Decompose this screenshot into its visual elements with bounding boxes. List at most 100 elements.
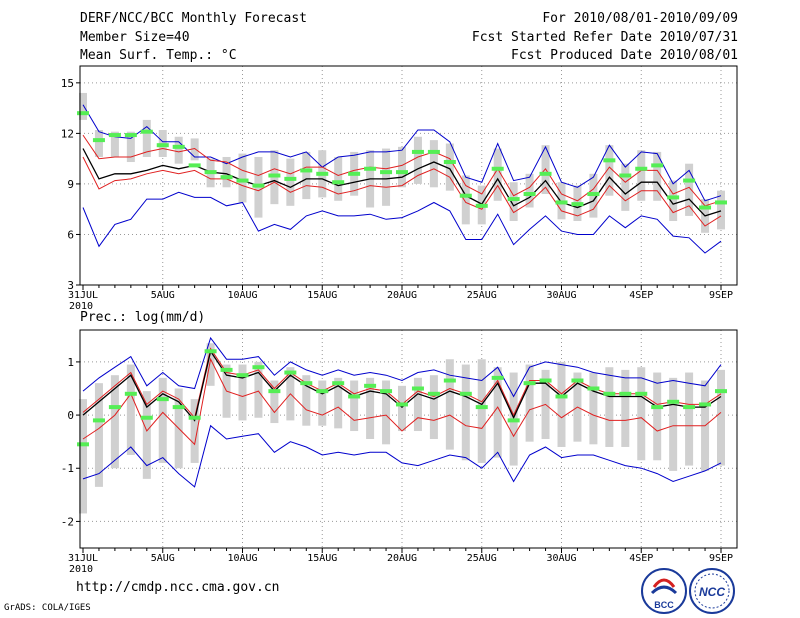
temp-spread-box: [94, 130, 103, 157]
precip-inner-lower-line: [82, 357, 722, 446]
precip-ytick-label: 0: [67, 409, 74, 422]
precip-spread-box: [238, 364, 247, 421]
precip-frame: [79, 329, 738, 549]
forecast-period: For 2010/08/01-2010/09/09: [542, 11, 738, 26]
temp-observed-marker: [348, 171, 361, 176]
precip-observed-marker: [348, 394, 361, 399]
fcst-started-date: Fcst Started Refer Date 2010/07/31: [471, 30, 738, 45]
footer-url[interactable]: http://cmdp.ncc.cma.gov.cn: [76, 580, 280, 595]
temp-observed-marker: [364, 166, 377, 171]
precip-observed-marker: [268, 389, 281, 394]
precip-spread-box: [254, 361, 263, 418]
precip-observed-marker: [635, 391, 648, 396]
precip-spread-box: [350, 380, 359, 432]
temp-spread-box: [398, 146, 406, 188]
temp-spread-box: [142, 119, 151, 157]
temp-spread-box: [717, 190, 725, 230]
precip-spread-box: [557, 361, 566, 447]
precip-observed-marker: [603, 391, 616, 396]
temp-spread-box: [685, 163, 694, 216]
precip-ensemble-mean-line: [82, 349, 722, 422]
temp-observed-marker: [635, 166, 648, 171]
precip-spread-box: [685, 372, 694, 466]
temp-xtick-label: 31JUL: [68, 290, 98, 301]
precip-spread-box: [477, 359, 486, 463]
temp-spread-box: [174, 136, 183, 164]
precip-xtick-label: 4SEP: [629, 553, 653, 564]
temp-spread-box: [445, 143, 454, 191]
precip-observed-marker: [443, 378, 456, 383]
precip-spread-box: [206, 343, 215, 386]
precip-spread-box: [445, 359, 454, 450]
temp-ytick-label: 15: [61, 77, 74, 90]
precip-observed-marker: [411, 386, 424, 391]
temp-ytick-label: 12: [61, 127, 74, 140]
temp-observed-marker: [459, 193, 472, 198]
precip-spread-box: [110, 375, 119, 469]
temp-spread-box: [461, 175, 470, 225]
temp-observed-marker: [699, 205, 712, 210]
temp-spread-box: [525, 173, 534, 208]
precip-observed-marker: [715, 389, 727, 394]
precip-spread-box: [589, 372, 598, 445]
ncc-logo-text: NCC: [699, 585, 725, 599]
precip-year-label: 2010: [69, 564, 93, 575]
precip-label: Prec.: log(mm/d): [80, 310, 206, 325]
precip-spread-box: [493, 367, 502, 458]
temp-spread-box: [509, 182, 518, 221]
precip-ytick-label: -1: [61, 462, 74, 475]
temp-observed-marker: [316, 171, 329, 176]
temp-observed-marker: [124, 133, 137, 138]
temp-observed-marker: [300, 168, 313, 173]
precip-spread-box: [126, 364, 135, 455]
temp-observed-marker: [427, 149, 440, 154]
precip-spread-box: [637, 367, 646, 461]
precip-observed-marker: [507, 418, 520, 423]
temp-observed-marker: [140, 129, 153, 134]
temp-observed-marker: [683, 178, 696, 183]
precip-spread-box: [270, 380, 279, 424]
precip-spread-box: [429, 375, 438, 439]
precip-observed-marker: [571, 378, 584, 383]
temp-observed-marker: [555, 200, 568, 205]
temp-observed-marker: [268, 173, 281, 178]
temp-spread-box: [79, 92, 87, 120]
temp-observed-marker: [220, 175, 233, 180]
precip-observed-marker: [172, 405, 185, 410]
temp-spread-box: [429, 140, 438, 188]
precip-observed-marker: [396, 402, 408, 407]
precip-spread-box: [318, 380, 327, 426]
precip-spread-box: [94, 383, 103, 487]
temp-spread-box: [653, 151, 662, 201]
temp-ytick-label: 3: [67, 279, 74, 292]
precip-observed-marker: [427, 391, 440, 396]
variable-label: Mean Surf. Temp.: °C: [80, 48, 237, 63]
temp-observed-marker: [284, 176, 297, 181]
temp-xtick-label: 4SEP: [629, 290, 653, 301]
temp-spread-box: [605, 145, 614, 196]
precip-observed-marker: [587, 386, 600, 391]
precip-observed-marker: [459, 391, 472, 396]
temp-spread-box: [493, 148, 502, 201]
temp-xtick-label: 9SEP: [709, 290, 733, 301]
temp-observed-marker: [92, 138, 105, 143]
precip-spread-box: [621, 369, 630, 447]
precip-observed-marker: [380, 389, 393, 394]
temp-spread-box: [334, 156, 343, 201]
precip-spread-box: [158, 377, 167, 463]
grads-credit: GrADS: COLA/IGES: [4, 603, 91, 613]
temp-frame: [79, 65, 738, 286]
precip-ytick-label: -2: [61, 515, 74, 528]
precip-observed-marker: [699, 402, 712, 407]
precip-observed-marker: [475, 405, 488, 410]
temp-inner-lower-line: [82, 156, 722, 227]
precip-xtick-label: 15AUG: [307, 553, 337, 564]
chart-title: DERF/NCC/BCC Monthly Forecast: [80, 11, 307, 26]
temp-observed-marker: [507, 197, 520, 202]
precip-spread-box: [79, 399, 87, 514]
temp-ytick-label: 6: [67, 228, 74, 241]
temp-xtick-label: 5AUG: [151, 290, 175, 301]
temp-observed-marker: [587, 192, 600, 197]
temp-spread-box: [222, 156, 231, 188]
temp-outer-lower-line: [82, 191, 722, 254]
